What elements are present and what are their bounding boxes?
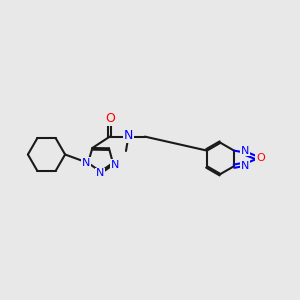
Text: N: N	[241, 146, 249, 156]
Text: N: N	[95, 168, 104, 178]
Text: O: O	[256, 153, 265, 164]
Text: N: N	[82, 158, 91, 168]
Text: N: N	[110, 160, 119, 170]
Text: N: N	[241, 161, 249, 171]
Text: O: O	[105, 112, 115, 125]
Text: N: N	[124, 130, 133, 142]
